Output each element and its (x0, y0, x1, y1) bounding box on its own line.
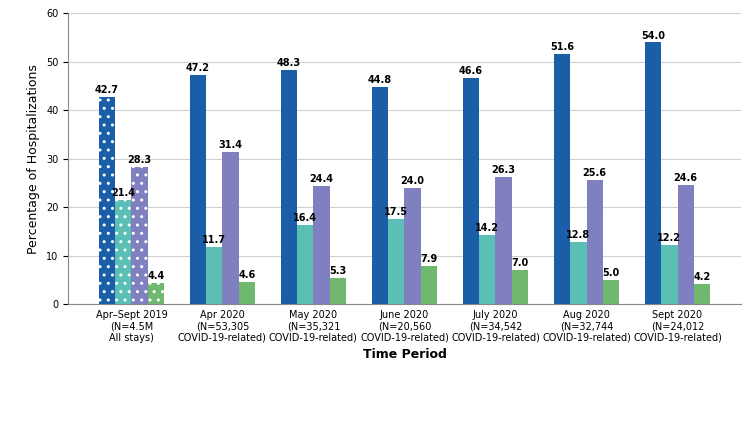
Text: 12.2: 12.2 (657, 233, 681, 243)
Bar (98, 97, 115, 304)
Bar (694, 283, 711, 304)
Text: 4.6: 4.6 (238, 270, 256, 280)
Bar (587, 180, 603, 304)
Text: 24.4: 24.4 (310, 174, 333, 184)
Bar (645, 42, 662, 304)
Text: 14.2: 14.2 (476, 223, 499, 233)
Text: 11.7: 11.7 (202, 236, 226, 245)
Text: 47.2: 47.2 (186, 63, 210, 73)
Text: 31.4: 31.4 (218, 140, 243, 150)
Bar (388, 219, 404, 304)
Text: 51.6: 51.6 (550, 42, 574, 52)
Text: 7.0: 7.0 (511, 258, 528, 268)
Text: 24.0: 24.0 (401, 176, 425, 186)
Text: 28.3: 28.3 (128, 155, 152, 165)
Bar (147, 283, 164, 304)
Text: 46.6: 46.6 (459, 66, 483, 76)
Bar (239, 282, 256, 304)
Text: 12.8: 12.8 (566, 230, 590, 240)
Text: 42.7: 42.7 (94, 85, 119, 95)
Bar (404, 188, 421, 304)
Text: 4.4: 4.4 (147, 271, 165, 281)
Bar (280, 70, 297, 304)
Text: 17.5: 17.5 (384, 207, 408, 217)
Text: 44.8: 44.8 (368, 75, 392, 85)
Bar (206, 247, 222, 304)
Text: 5.0: 5.0 (603, 268, 620, 278)
Text: 48.3: 48.3 (277, 58, 301, 68)
Bar (222, 152, 239, 304)
Bar (297, 224, 314, 304)
Bar (662, 245, 677, 304)
Text: 16.4: 16.4 (293, 213, 318, 223)
Bar (479, 235, 495, 304)
Text: 5.3: 5.3 (330, 266, 347, 276)
Bar (495, 177, 512, 304)
Bar (132, 167, 147, 304)
Bar (421, 266, 437, 304)
Bar (330, 278, 346, 304)
Bar (463, 78, 479, 304)
Bar (314, 186, 330, 304)
Y-axis label: Percentage of Hospitalizations: Percentage of Hospitalizations (27, 64, 40, 253)
Text: 26.3: 26.3 (491, 164, 516, 175)
Text: 25.6: 25.6 (583, 168, 607, 178)
X-axis label: Time Period: Time Period (363, 348, 446, 361)
Bar (115, 200, 132, 304)
Text: 7.9: 7.9 (420, 254, 438, 264)
Text: 54.0: 54.0 (641, 30, 665, 41)
Bar (570, 242, 587, 304)
Text: 4.2: 4.2 (693, 272, 711, 282)
Bar (372, 87, 388, 304)
Bar (512, 270, 528, 304)
Text: 24.6: 24.6 (674, 173, 698, 183)
Bar (190, 76, 206, 304)
Bar (553, 54, 570, 304)
Text: 21.4: 21.4 (111, 188, 135, 198)
Bar (603, 280, 619, 304)
Bar (677, 185, 694, 304)
